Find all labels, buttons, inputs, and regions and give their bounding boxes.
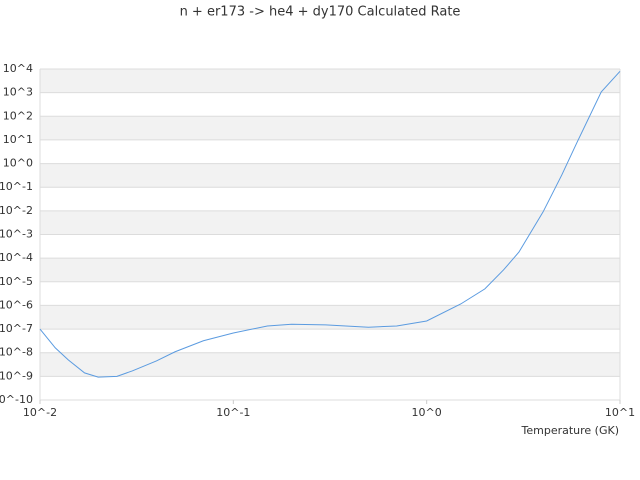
y-tick-label: 10^2 bbox=[3, 109, 33, 122]
y-tick-label: 10^-9 bbox=[0, 369, 33, 382]
y-tick-label: 10^-4 bbox=[0, 251, 33, 264]
grid-band bbox=[40, 352, 620, 377]
y-tick-label: 10^-10 bbox=[0, 393, 33, 406]
grid-band bbox=[40, 116, 620, 140]
grid-band bbox=[40, 163, 620, 188]
y-tick-label: 10^0 bbox=[3, 157, 33, 170]
y-tick-label: 10^-5 bbox=[0, 275, 33, 288]
y-tick-label: 10^-3 bbox=[0, 228, 33, 241]
x-tick-label: 10^-1 bbox=[216, 406, 250, 419]
data-line bbox=[39, 70, 621, 378]
grid-band bbox=[40, 69, 620, 93]
y-tick-label: 10^4 bbox=[3, 62, 33, 75]
x-tick-label: 10^0 bbox=[412, 406, 442, 419]
grid-band bbox=[40, 305, 620, 330]
y-tick-label: 10^3 bbox=[3, 86, 33, 99]
x-axis-label: Temperature (GK) bbox=[521, 424, 620, 437]
y-tick-label: 10^-7 bbox=[0, 322, 33, 335]
x-tick-label: 10^1 bbox=[605, 406, 635, 419]
y-tick-label: 10^-8 bbox=[0, 346, 33, 359]
y-tick-label: 10^1 bbox=[3, 133, 33, 146]
x-tick-label: 10^-2 bbox=[23, 406, 57, 419]
grid-band bbox=[40, 210, 620, 235]
y-tick-label: 10^-6 bbox=[0, 298, 33, 311]
chart-title: n + er173 -> he4 + dy170 Calculated Rate bbox=[180, 5, 461, 20]
grid-band bbox=[40, 258, 620, 282]
y-tick-label: 10^-1 bbox=[0, 180, 33, 193]
y-tick-label: 10^-2 bbox=[0, 204, 33, 217]
